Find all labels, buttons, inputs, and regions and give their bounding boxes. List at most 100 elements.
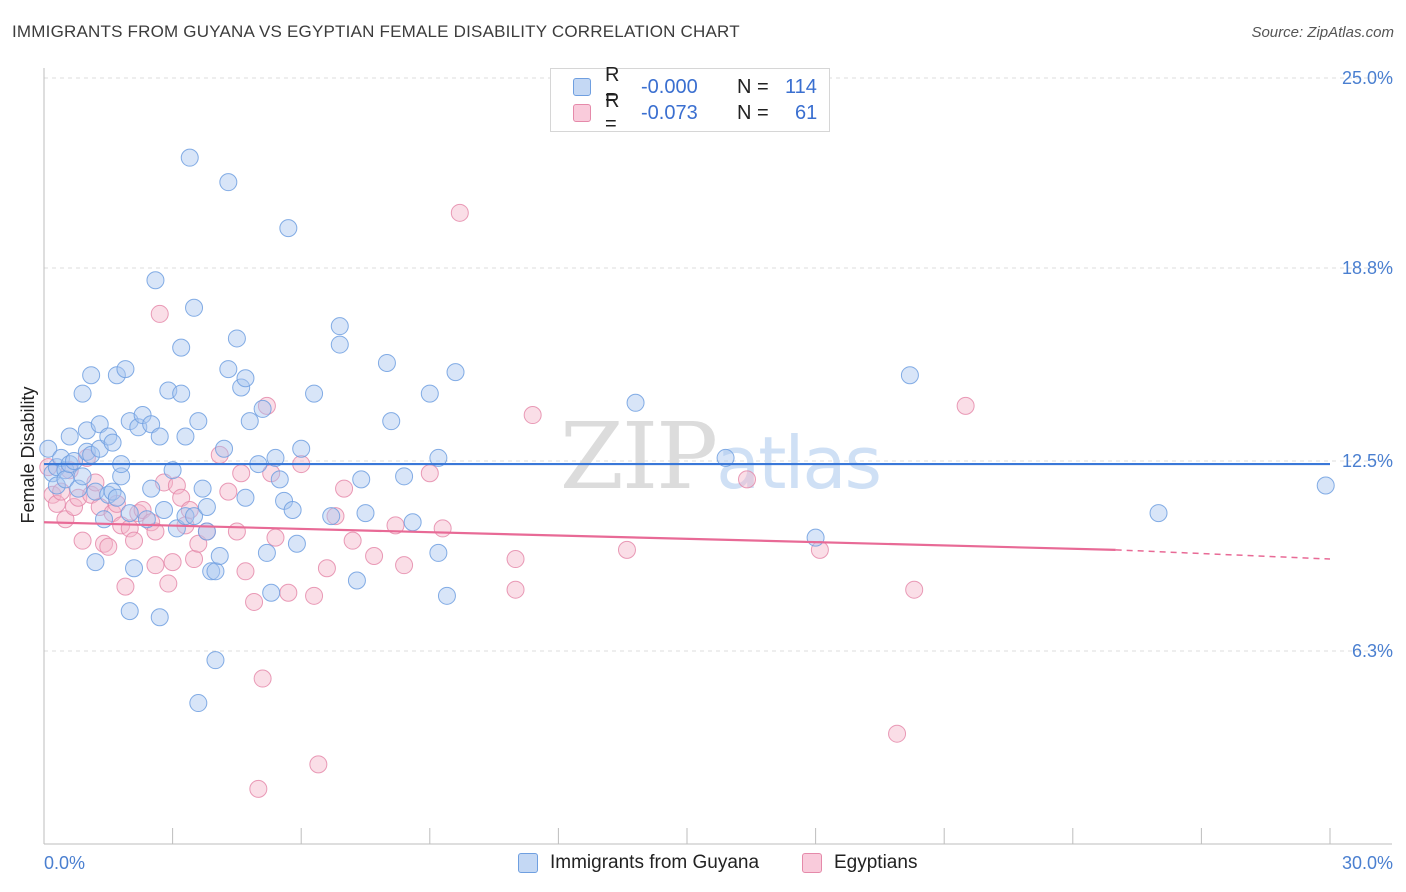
data-point (356, 504, 375, 523)
n-value: 61 (795, 101, 818, 124)
source-label: Source: ZipAtlas.com (1251, 24, 1394, 41)
data-point (146, 271, 165, 290)
data-point (125, 531, 144, 550)
data-point (163, 553, 182, 572)
data-point (352, 470, 371, 489)
y-tick-labels: 6.3% 12.5% 18.8% 25.0% (1342, 68, 1393, 661)
data-point (420, 384, 439, 403)
data-point (322, 507, 341, 526)
data-point (60, 427, 79, 446)
data-point (163, 461, 182, 480)
egyptians-trend-extension (1115, 549, 1331, 560)
data-point (73, 531, 92, 550)
data-point (287, 534, 306, 553)
data-point (155, 501, 174, 520)
n-label: N = (737, 101, 769, 124)
data-point (150, 427, 169, 446)
data-point (1149, 504, 1168, 523)
data-point (137, 510, 156, 529)
data-point (377, 353, 396, 372)
data-point (167, 519, 186, 538)
data-point (206, 562, 225, 581)
x-tick-label: 0.0% (44, 853, 85, 873)
data-point (523, 406, 542, 425)
data-point (193, 479, 212, 498)
data-point (172, 488, 191, 507)
data-point (270, 470, 289, 489)
data-point (403, 513, 422, 532)
data-point (73, 384, 92, 403)
data-point (738, 470, 757, 489)
data-point (626, 393, 645, 412)
correlation-legend: R = -0.000 N = 114 R = -0.073 N = 61 (550, 64, 830, 135)
data-point (202, 562, 221, 581)
data-point (159, 574, 178, 593)
data-point (249, 779, 268, 798)
data-point (185, 550, 204, 569)
data-point (39, 439, 58, 458)
data-point (125, 559, 144, 578)
egyptians-points (39, 203, 975, 798)
data-point (172, 338, 191, 357)
legend-row-egyptians: R = -0.073 N = 61 (573, 90, 818, 135)
legend-item-egyptians[interactable]: Egyptians (802, 852, 917, 874)
egyptians-legend-swatch (802, 853, 822, 873)
data-point (420, 464, 439, 483)
data-point (185, 298, 204, 317)
data-point (197, 497, 216, 516)
data-point (253, 399, 272, 418)
data-point (330, 317, 349, 336)
data-point (103, 433, 122, 452)
trend-lines (43, 462, 1331, 560)
y-tick-label: 12.5% (1342, 451, 1393, 471)
egyptians-trend-line (43, 521, 1116, 551)
data-point (219, 482, 238, 501)
data-point (956, 396, 975, 415)
data-point (116, 360, 135, 379)
data-point (82, 366, 101, 385)
egyptians-swatch (573, 104, 591, 122)
data-point (189, 694, 208, 713)
data-point (262, 583, 281, 602)
y-axis-label: Female Disability (18, 386, 38, 523)
data-point (266, 528, 285, 547)
data-point (450, 203, 469, 222)
data-point (95, 510, 114, 529)
data-point (65, 452, 84, 470)
data-point (506, 580, 525, 599)
data-point (142, 479, 161, 498)
grid-lines (44, 77, 1392, 652)
r-value: -0.073 (641, 101, 698, 124)
data-point (888, 724, 907, 743)
n-value: 114 (785, 75, 817, 98)
data-point (65, 497, 84, 516)
data-point (365, 546, 384, 565)
data-point (309, 755, 328, 774)
data-point (90, 415, 109, 434)
r-label: R = (605, 90, 620, 135)
data-point (112, 467, 131, 486)
data-point (215, 439, 234, 458)
r-value: -0.000 (641, 75, 698, 98)
data-point (343, 531, 362, 550)
data-point (210, 546, 229, 565)
guyana-swatch (573, 78, 591, 96)
data-point (99, 537, 118, 556)
legend-item-guyana[interactable]: Immigrants from Guyana (518, 852, 759, 874)
data-point (326, 507, 345, 526)
data-point (292, 439, 311, 458)
x-tick-label: 30.0% (1342, 853, 1393, 873)
data-point (433, 519, 452, 538)
data-point (142, 415, 161, 434)
data-point (905, 580, 924, 599)
data-point (172, 384, 191, 403)
data-point (283, 501, 302, 520)
data-point (236, 488, 255, 507)
data-point (227, 329, 246, 348)
data-point (236, 562, 255, 581)
data-point (185, 507, 204, 526)
data-point (150, 608, 169, 627)
data-point (386, 516, 405, 535)
data-point (266, 448, 285, 467)
data-point (716, 448, 735, 467)
